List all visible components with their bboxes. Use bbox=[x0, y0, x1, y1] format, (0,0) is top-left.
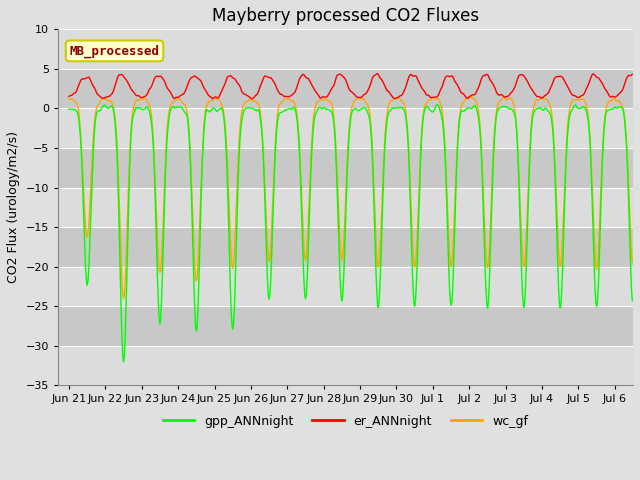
Bar bbox=[58, 148, 633, 188]
Title: Mayberry processed CO2 Fluxes: Mayberry processed CO2 Fluxes bbox=[212, 7, 479, 25]
Bar bbox=[58, 188, 633, 227]
Legend: gpp_ANNnight, er_ANNnight, wc_gf: gpp_ANNnight, er_ANNnight, wc_gf bbox=[158, 409, 533, 432]
Bar bbox=[58, 69, 633, 108]
Bar bbox=[58, 227, 633, 267]
Bar bbox=[58, 108, 633, 148]
Text: MB_processed: MB_processed bbox=[70, 44, 159, 58]
Bar bbox=[58, 346, 633, 385]
Bar bbox=[58, 267, 633, 306]
Bar bbox=[58, 29, 633, 69]
Y-axis label: CO2 Flux (urology/m2/s): CO2 Flux (urology/m2/s) bbox=[7, 132, 20, 283]
Bar bbox=[58, 306, 633, 346]
